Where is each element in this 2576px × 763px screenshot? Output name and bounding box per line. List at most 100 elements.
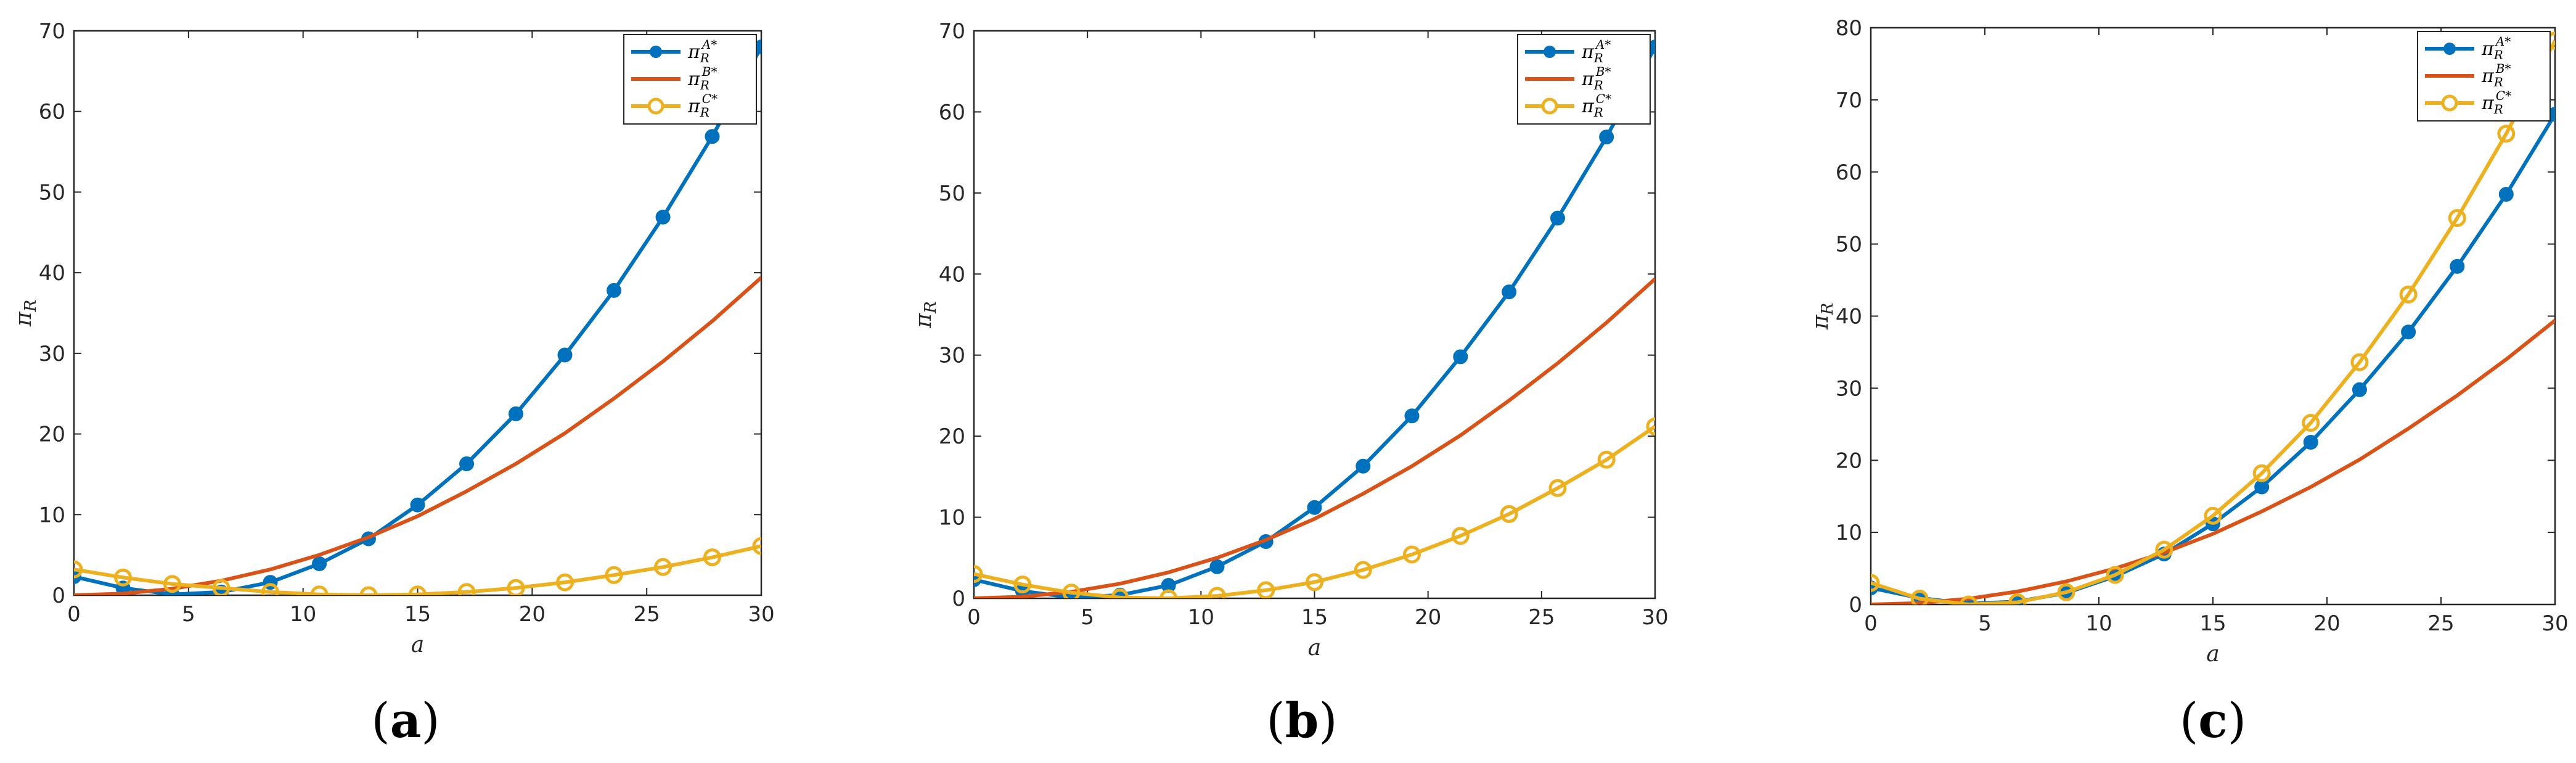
data-point xyxy=(1354,561,1372,579)
data-point xyxy=(1257,581,1275,598)
series-line xyxy=(1871,39,2555,604)
x-tick-label: 15 xyxy=(2199,611,2226,636)
legend-label-superscript: B* xyxy=(1595,64,1611,79)
data-point xyxy=(2401,324,2416,340)
x-axis-label: a xyxy=(411,632,424,658)
data-point xyxy=(752,537,761,555)
series-C xyxy=(74,537,761,595)
data-point xyxy=(2302,413,2320,432)
x-tick-label: 0 xyxy=(1864,611,1878,636)
panel-caption: (c) xyxy=(2180,693,2246,749)
y-axis-label-subscript: R xyxy=(22,300,40,313)
data-point xyxy=(2450,258,2465,274)
data-point xyxy=(2106,566,2124,584)
x-tick-label: 20 xyxy=(519,602,546,627)
legend-marker xyxy=(1544,46,1556,58)
legend-label-superscript: C* xyxy=(2496,88,2511,103)
legend-marker xyxy=(2441,94,2458,112)
data-point xyxy=(703,548,721,567)
legend-label: πRB* xyxy=(687,64,717,93)
y-tick-label: 30 xyxy=(39,342,65,366)
x-tick-label: 5 xyxy=(1081,605,1094,630)
data-point xyxy=(1646,417,1655,435)
data-point xyxy=(1403,545,1421,564)
y-tick-label: 70 xyxy=(39,19,65,44)
chart-panel-c: 0 5 10 15 20 25 3001020304050607080aπRπRA*πRB*… xyxy=(1808,16,2569,749)
series-line xyxy=(1871,319,2555,604)
data-point xyxy=(1597,450,1616,469)
y-tick-label: 50 xyxy=(1836,233,1862,257)
data-point xyxy=(1548,479,1567,497)
data-point xyxy=(1306,573,1323,592)
data-point xyxy=(310,585,329,595)
x-tick-label: 15 xyxy=(404,602,431,627)
x-tick-label: 10 xyxy=(290,602,316,627)
data-point xyxy=(1500,505,1518,523)
y-tick-label: 0 xyxy=(952,587,965,611)
series-line xyxy=(974,277,1655,598)
y-axis-label-subscript: R xyxy=(1818,303,1837,316)
series-B xyxy=(1871,319,2555,604)
y-tick-label: 20 xyxy=(39,423,65,447)
data-point xyxy=(654,558,673,576)
legend-label-subscript: R xyxy=(700,51,709,65)
x-tick-label: 25 xyxy=(634,602,660,627)
data-point xyxy=(655,209,671,225)
x-tick-label: 30 xyxy=(2541,611,2568,636)
data-point xyxy=(2008,593,2027,604)
data-point xyxy=(1599,130,1614,145)
data-point xyxy=(607,283,622,298)
x-tick-label: 30 xyxy=(1642,605,1668,630)
legend-label-superscript: C* xyxy=(702,91,718,106)
y-axis-label: πR xyxy=(11,300,40,327)
data-point xyxy=(508,406,523,421)
panel-caption: (b) xyxy=(1266,693,1337,749)
y-axis-label-subscript: R xyxy=(922,301,940,314)
data-point xyxy=(2352,382,2367,397)
data-point xyxy=(557,347,573,363)
data-point xyxy=(1111,588,1129,598)
y-tick-label: 30 xyxy=(939,344,965,368)
y-tick-label: 20 xyxy=(939,424,965,449)
data-point xyxy=(312,556,327,572)
x-tick-label: 30 xyxy=(748,602,774,627)
legend-marker xyxy=(2443,43,2456,55)
y-tick-label: 0 xyxy=(52,584,65,608)
data-point xyxy=(409,585,427,595)
data-point xyxy=(163,575,181,593)
panel-caption-letter: a xyxy=(390,693,422,749)
legend-label-subscript: R xyxy=(700,105,709,120)
data-point xyxy=(2155,540,2173,559)
legend-label-superscript: B* xyxy=(2495,61,2511,76)
x-axis-label: a xyxy=(2206,641,2219,667)
data-point xyxy=(1208,587,1226,598)
x-tick-label: 5 xyxy=(1978,611,1992,636)
series-B xyxy=(974,277,1655,598)
data-point xyxy=(459,456,475,471)
x-tick-label: 0 xyxy=(967,605,981,630)
data-point xyxy=(2254,479,2270,495)
panel-caption-letter: c xyxy=(2198,693,2228,749)
chart-panel-b: 0 5 10 15 20 25 30 0 10 20 30 40 50 60 70 a πR πRA*πRB*πR… xyxy=(911,19,1669,749)
x-tick-label: 0 xyxy=(67,602,81,627)
y-tick-label: 40 xyxy=(1836,305,1862,329)
data-point xyxy=(1451,527,1470,545)
data-point xyxy=(1355,458,1371,474)
y-tick-label: 50 xyxy=(939,181,965,206)
data-point xyxy=(507,579,525,595)
y-tick-label: 20 xyxy=(1836,448,1862,473)
data-point xyxy=(2498,186,2514,202)
data-point xyxy=(2497,125,2516,143)
legend-label-subscript: R xyxy=(2493,75,2503,89)
data-point xyxy=(605,566,623,584)
data-point xyxy=(1502,284,1517,300)
y-tick-label: 10 xyxy=(1836,521,1862,545)
data-point xyxy=(1550,210,1565,226)
legend-label-subscript: R xyxy=(700,78,709,93)
legend-marker xyxy=(650,46,662,58)
y-tick-label: 70 xyxy=(1836,88,1862,113)
x-tick-label: 25 xyxy=(1528,605,1555,630)
x-tick-label: 25 xyxy=(2427,611,2454,636)
y-tick-label: 60 xyxy=(1836,160,1862,185)
legend-label-superscript: A* xyxy=(2495,34,2511,49)
